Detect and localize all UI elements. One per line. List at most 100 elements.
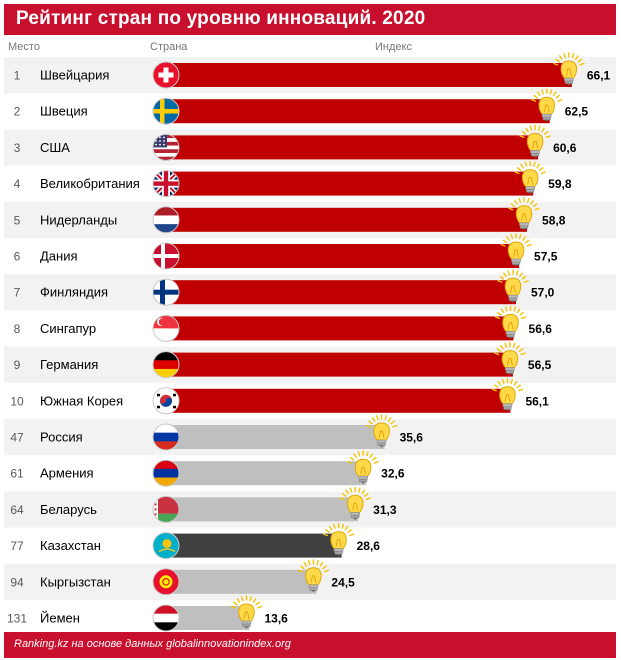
value-label: 31,3 [373,503,397,517]
flag-singapore-icon [152,314,180,342]
lightbulb-icon [494,305,527,339]
bar-top [166,244,520,268]
rank-label: 77 [10,539,24,553]
bar-top [166,316,514,341]
value-label: 56,6 [529,322,553,336]
rank-label: 64 [10,503,24,517]
rank-label: 61 [10,467,24,481]
value-label: 59,8 [548,177,572,191]
lightbulb-icon [508,197,540,231]
lightbulb-icon [365,414,398,448]
flag-south-korea-icon [152,387,180,415]
country-label: Армения [40,466,94,481]
bar-top [166,280,516,305]
flag-yemen-icon [152,604,180,632]
lightbulb-icon [491,378,524,412]
rank-label: 3 [14,141,21,155]
value-label: 28,6 [357,539,381,553]
bar-other [166,425,385,449]
value-label: 13,6 [265,612,289,626]
bar-top [166,63,572,87]
lightbulb-icon [230,595,263,629]
flag-kyrgyzstan-icon [152,568,180,596]
bar-highlight [166,533,342,558]
lightbulb-icon [531,88,563,122]
bar-top [166,388,511,413]
column-header-index: Индекс [375,41,412,53]
rank-label: 2 [14,105,21,119]
rank-label: 5 [14,213,21,227]
rank-label: 1 [14,69,21,83]
bar-other [166,461,367,486]
bar-top [166,135,539,160]
lightbulb-icon [347,450,379,484]
flag-armenia-icon [152,459,180,487]
flag-germany-icon [152,351,180,379]
rank-label: 10 [10,394,24,408]
value-label: 35,6 [400,431,424,445]
flag-finland-icon [152,278,180,306]
value-label: 57,0 [531,286,555,300]
flag-kazakhstan-icon [152,532,180,560]
country-label: Швеция [40,104,88,119]
value-label: 60,6 [553,141,577,155]
flag-netherlands-icon [152,206,180,234]
title-bar: Рейтинг стран по уровню инноваций. 2020 [4,4,616,35]
country-label: Германия [40,357,98,372]
country-label: Сингапур [40,321,96,336]
flag-denmark-icon [152,242,180,270]
flag-russia-icon [152,423,180,451]
rank-label: 4 [14,177,21,191]
rank-label: 131 [7,612,27,626]
source-note: Ranking.kz на основе данных globalinnova… [14,638,291,650]
flag-switzerland-icon [152,61,180,89]
value-label: 24,5 [331,575,355,589]
value-label: 66,1 [587,69,611,83]
lightbulb-icon [339,486,371,520]
lightbulb-icon [519,124,551,158]
lightbulb-icon [322,522,355,557]
lightbulb-icon [297,559,330,593]
bar-top [166,99,550,124]
country-label: Йемен [40,611,80,626]
value-label: 32,6 [381,467,405,481]
column-header-place: Место [8,41,40,53]
country-label: Кыргызстан [40,574,111,589]
flag-uk-icon [152,170,180,198]
country-label: Финляндия [40,285,108,300]
lightbulb-icon [553,52,585,86]
bar-top [166,352,513,377]
footer-bar: Ranking.kz на основе данных globalinnova… [4,632,616,658]
bar-other [166,606,250,630]
bar-top [166,207,528,232]
value-label: 57,5 [534,250,558,264]
bar-top [166,171,534,196]
rank-label: 7 [14,286,21,300]
value-label: 62,5 [565,105,589,119]
flag-belarus-icon [152,495,180,523]
lightbulb-icon [500,233,532,267]
country-label: Южная Корея [40,393,123,408]
country-label: Россия [40,430,83,445]
rank-label: 8 [14,322,21,336]
value-label: 56,1 [525,394,549,408]
country-label: Беларусь [40,502,97,517]
bar-other [166,497,359,522]
rank-label: 9 [14,358,21,372]
country-label: США [40,140,70,155]
rank-label: 94 [10,575,24,589]
value-label: 58,8 [542,213,566,227]
country-label: Казахстан [40,538,101,553]
value-label: 56,5 [528,358,552,372]
lightbulb-icon [497,269,529,303]
lightbulb-icon [494,341,526,376]
page-title: Рейтинг стран по уровню инноваций. 2020 [16,8,426,29]
rank-label: 6 [14,250,21,264]
column-header-country: Страна [150,41,188,53]
country-label: Швейцария [40,68,109,83]
country-label: Нидерланды [40,212,117,227]
lightbulb-icon [514,160,546,195]
bar-other [166,569,317,594]
rank-label: 47 [10,431,24,445]
